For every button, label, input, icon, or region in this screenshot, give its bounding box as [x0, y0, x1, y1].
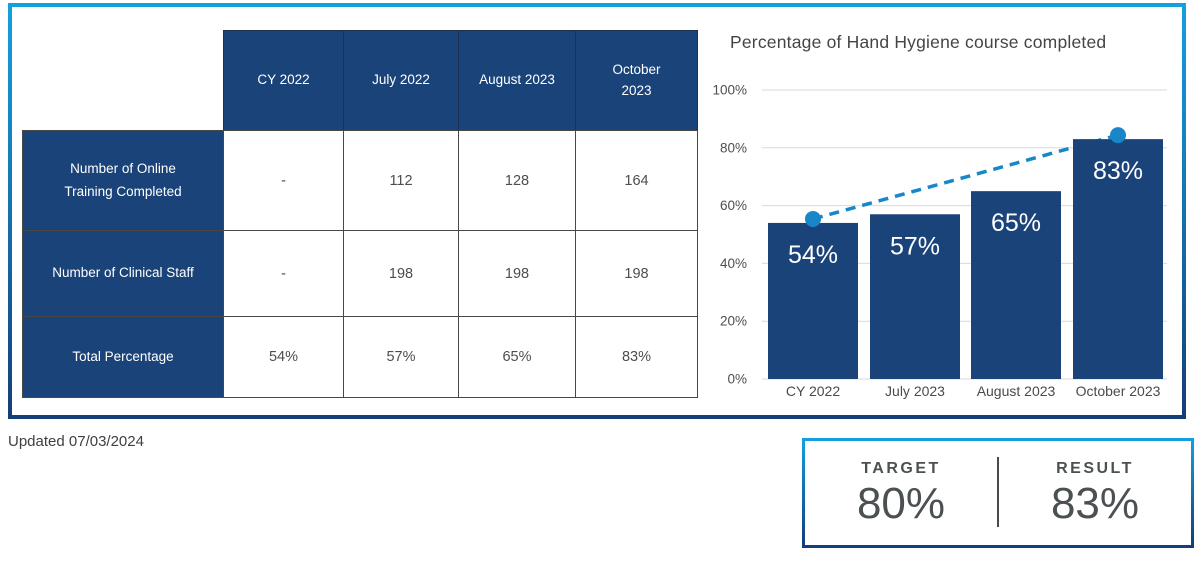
bar-value-label: 54%: [788, 241, 838, 269]
table-cell: 83%: [575, 316, 698, 398]
y-axis-tick: 0%: [727, 372, 747, 387]
target-value: 80%: [856, 479, 946, 528]
table-cell: 65%: [458, 316, 575, 398]
completion-bar-chart: 100% 80% 60% 40% 20% 0% 54% 57% 65% 83% CY 2022 Jul…: [712, 83, 1167, 399]
table-cell: 198: [343, 230, 458, 316]
table-cell: 164: [575, 130, 698, 230]
table-cell: -: [223, 130, 343, 230]
table-row-label: Total Percentage: [22, 316, 223, 398]
bar: [768, 222, 858, 379]
table-row-label: Number of Online Training Completed: [22, 130, 223, 230]
table-cell: 128: [458, 130, 575, 230]
x-axis-label: October 2023: [1076, 383, 1161, 399]
y-axis-tick: 60%: [720, 198, 747, 213]
table-cell: 198: [458, 230, 575, 316]
bar-value-label: 57%: [890, 232, 940, 260]
table-column-header: July 2022: [343, 30, 458, 130]
bar: [1073, 139, 1163, 379]
table-cell: -: [223, 230, 343, 316]
table-row-label: Number of Clinical Staff: [22, 230, 223, 316]
target-section: TARGET 80%: [805, 441, 997, 545]
result-label: RESULT: [1056, 460, 1134, 477]
x-axis-label: July 2023: [885, 383, 945, 399]
trend-point: [1110, 127, 1126, 144]
kpi-box: TARGET 80% RESULT 83%: [802, 438, 1194, 548]
table-column-header: CY 2022: [223, 30, 343, 130]
result-value: 83%: [1050, 479, 1140, 528]
table-column-header: October 2023: [575, 30, 698, 130]
x-axis-label: CY 2022: [786, 383, 840, 399]
kpi-divider: [997, 457, 999, 527]
bar-value-label: 65%: [991, 209, 1041, 237]
y-axis-tick: 100%: [712, 83, 747, 98]
table-cell: 57%: [343, 316, 458, 398]
table-cell: 54%: [223, 316, 343, 398]
x-axis-label: August 2023: [977, 383, 1056, 399]
bar: [971, 191, 1061, 379]
y-axis-tick: 40%: [720, 256, 747, 271]
table-cell: 112: [343, 130, 458, 230]
updated-date: Updated 07/03/2024: [8, 433, 144, 450]
bar: [870, 214, 960, 379]
y-axis-tick: 20%: [720, 314, 747, 329]
trend-point: [805, 210, 821, 227]
result-section: RESULT 83%: [999, 441, 1191, 545]
metrics-table: CY 2022 July 2022 August 2023 October 2023 N…: [22, 30, 698, 398]
bar-value-label: 83%: [1093, 157, 1143, 185]
target-label: TARGET: [861, 460, 941, 477]
table-cell: 198: [575, 230, 698, 316]
y-axis-tick: 80%: [720, 140, 747, 155]
table-column-header: August 2023: [458, 30, 575, 130]
trend-line: [812, 133, 1119, 221]
chart-title: Percentage of Hand Hygiene course comple…: [730, 32, 1107, 52]
table-corner-cell: [22, 30, 223, 130]
